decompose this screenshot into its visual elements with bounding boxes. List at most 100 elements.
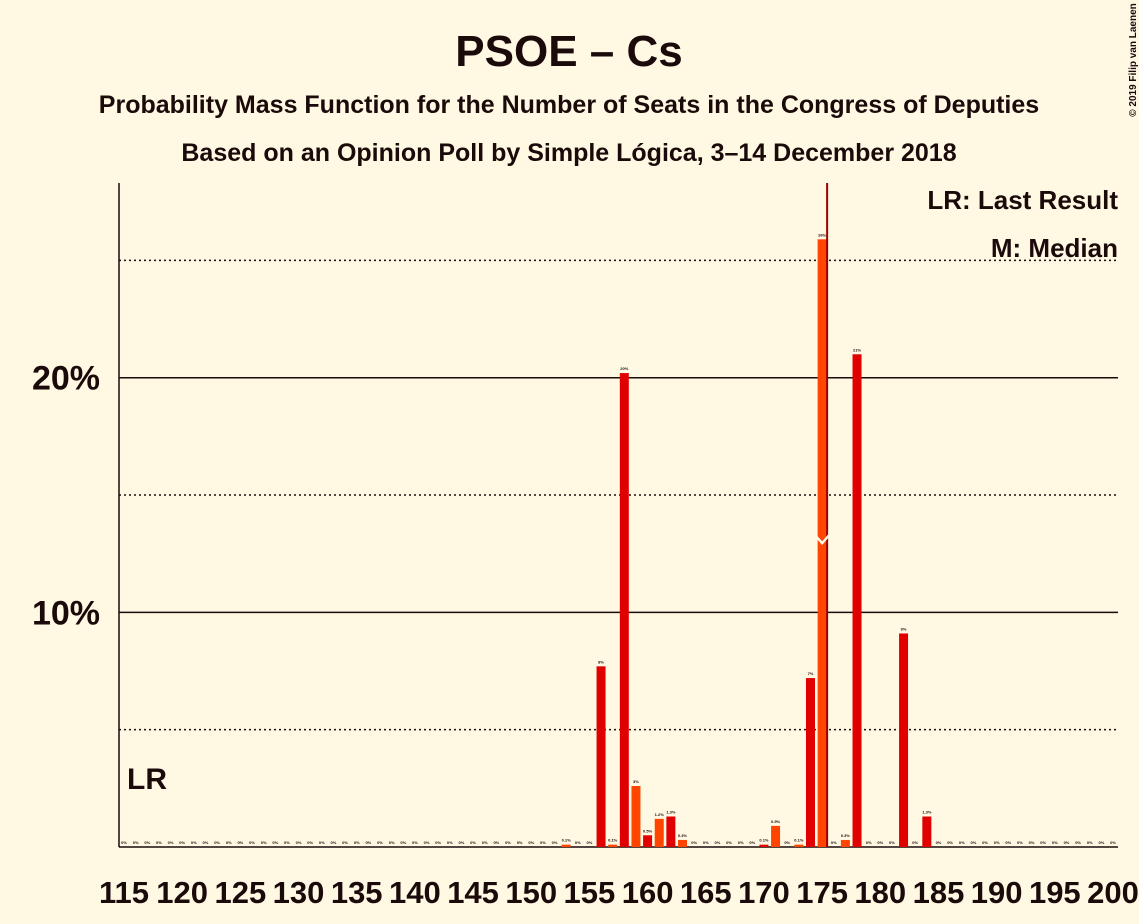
y-tick-label: 20% <box>32 360 100 398</box>
value-label: 0% <box>1005 840 1011 845</box>
value-label: 0.1% <box>562 838 572 843</box>
value-label: 0% <box>272 840 278 845</box>
value-label: 0% <box>203 840 209 845</box>
x-tick-label: 135 <box>331 875 383 910</box>
value-label: 0% <box>459 840 465 845</box>
value-label: 0% <box>959 840 965 845</box>
value-label: 0% <box>412 840 418 845</box>
value-label: 20% <box>620 366 628 371</box>
median-marker <box>814 534 831 546</box>
x-tick-label: 125 <box>214 875 266 910</box>
bar <box>608 844 618 847</box>
value-label: 0% <box>133 840 139 845</box>
value-label: 0% <box>587 840 593 845</box>
bar <box>561 844 571 847</box>
value-label: 1.3% <box>666 809 676 814</box>
value-label: 0% <box>1110 840 1116 845</box>
value-label: 0% <box>994 840 1000 845</box>
value-label: 0% <box>517 840 523 845</box>
value-label: 0% <box>1029 840 1035 845</box>
value-label: 0% <box>307 840 313 845</box>
chart-subtitle: Based on an Opinion Poll by Simple Lógic… <box>181 139 956 167</box>
value-label: 0% <box>1064 840 1070 845</box>
value-label: 0% <box>354 840 360 845</box>
value-label: 0% <box>191 840 197 845</box>
x-tick-label: 185 <box>913 875 965 910</box>
value-label: 0% <box>1052 840 1058 845</box>
value-label: 0% <box>691 840 697 845</box>
bar <box>654 818 664 847</box>
value-label: 0% <box>121 840 127 845</box>
bar <box>631 785 641 847</box>
value-label: 0% <box>237 840 243 845</box>
value-label: 0% <box>365 840 371 845</box>
value-label: 0% <box>1098 840 1104 845</box>
y-tick-label: 10% <box>32 594 100 632</box>
value-label: 0% <box>470 840 476 845</box>
value-label: 0% <box>726 840 732 845</box>
bar <box>596 666 606 847</box>
value-label: 0% <box>424 840 430 845</box>
value-label: 0% <box>982 840 988 845</box>
x-tick-label: 120 <box>156 875 208 910</box>
x-tick-label: 145 <box>447 875 499 910</box>
x-tick-label: 180 <box>854 875 906 910</box>
x-tick-label: 160 <box>622 875 674 910</box>
x-tick-label: 200 <box>1087 875 1139 910</box>
bar <box>771 825 781 847</box>
value-label: 0% <box>831 840 837 845</box>
value-label: 0.1% <box>794 838 804 843</box>
value-label: 0% <box>447 840 453 845</box>
x-tick-label: 195 <box>1029 875 1081 910</box>
copyright: © 2019 Filip van Laenen <box>1128 3 1139 117</box>
value-label: 8% <box>598 659 604 664</box>
bar <box>619 373 629 847</box>
value-label: 0% <box>1075 840 1081 845</box>
value-label: 0% <box>1087 840 1093 845</box>
value-label: 0% <box>715 840 721 845</box>
value-label: 0% <box>319 840 325 845</box>
x-tick-label: 155 <box>564 875 616 910</box>
value-label: 0% <box>703 840 709 845</box>
value-label: 0% <box>866 840 872 845</box>
legend-entry: LR: Last Result <box>927 185 1118 215</box>
value-label: 0% <box>1017 840 1023 845</box>
value-label: 0% <box>784 840 790 845</box>
value-label: 0% <box>342 840 348 845</box>
value-label: 21% <box>853 347 861 352</box>
x-tick-label: 165 <box>680 875 732 910</box>
value-label: 0.3% <box>841 833 851 838</box>
legend-entry: M: Median <box>991 233 1118 263</box>
value-label: 0% <box>528 840 534 845</box>
value-label: 0% <box>493 840 499 845</box>
value-label: 0.1% <box>759 838 769 843</box>
value-label: 0% <box>889 840 895 845</box>
bar <box>794 844 804 847</box>
bar <box>666 816 676 847</box>
chart-title: PSOE – Cs <box>455 27 682 76</box>
value-label: 0% <box>249 840 255 845</box>
value-label: 0% <box>482 840 488 845</box>
value-label: 0% <box>552 840 558 845</box>
value-label: 0% <box>1040 840 1046 845</box>
value-label: 0% <box>144 840 150 845</box>
value-label: 0% <box>936 840 942 845</box>
value-label: 0% <box>389 840 395 845</box>
value-label: 0% <box>261 840 267 845</box>
x-tick-label: 140 <box>389 875 441 910</box>
x-tick-label: 170 <box>738 875 790 910</box>
value-label: 0% <box>226 840 232 845</box>
last-result-label: LR <box>127 763 167 796</box>
bar <box>759 844 769 847</box>
value-label: 0.9% <box>771 819 781 824</box>
value-label: 0.5% <box>643 828 653 833</box>
value-label: 3% <box>633 779 639 784</box>
value-label: 7% <box>808 671 814 676</box>
value-label: 0% <box>540 840 546 845</box>
x-tick-label: 130 <box>273 875 325 910</box>
bar <box>840 839 850 847</box>
value-label: 0% <box>331 840 337 845</box>
value-label: 0% <box>877 840 883 845</box>
x-tick-label: 190 <box>971 875 1023 910</box>
